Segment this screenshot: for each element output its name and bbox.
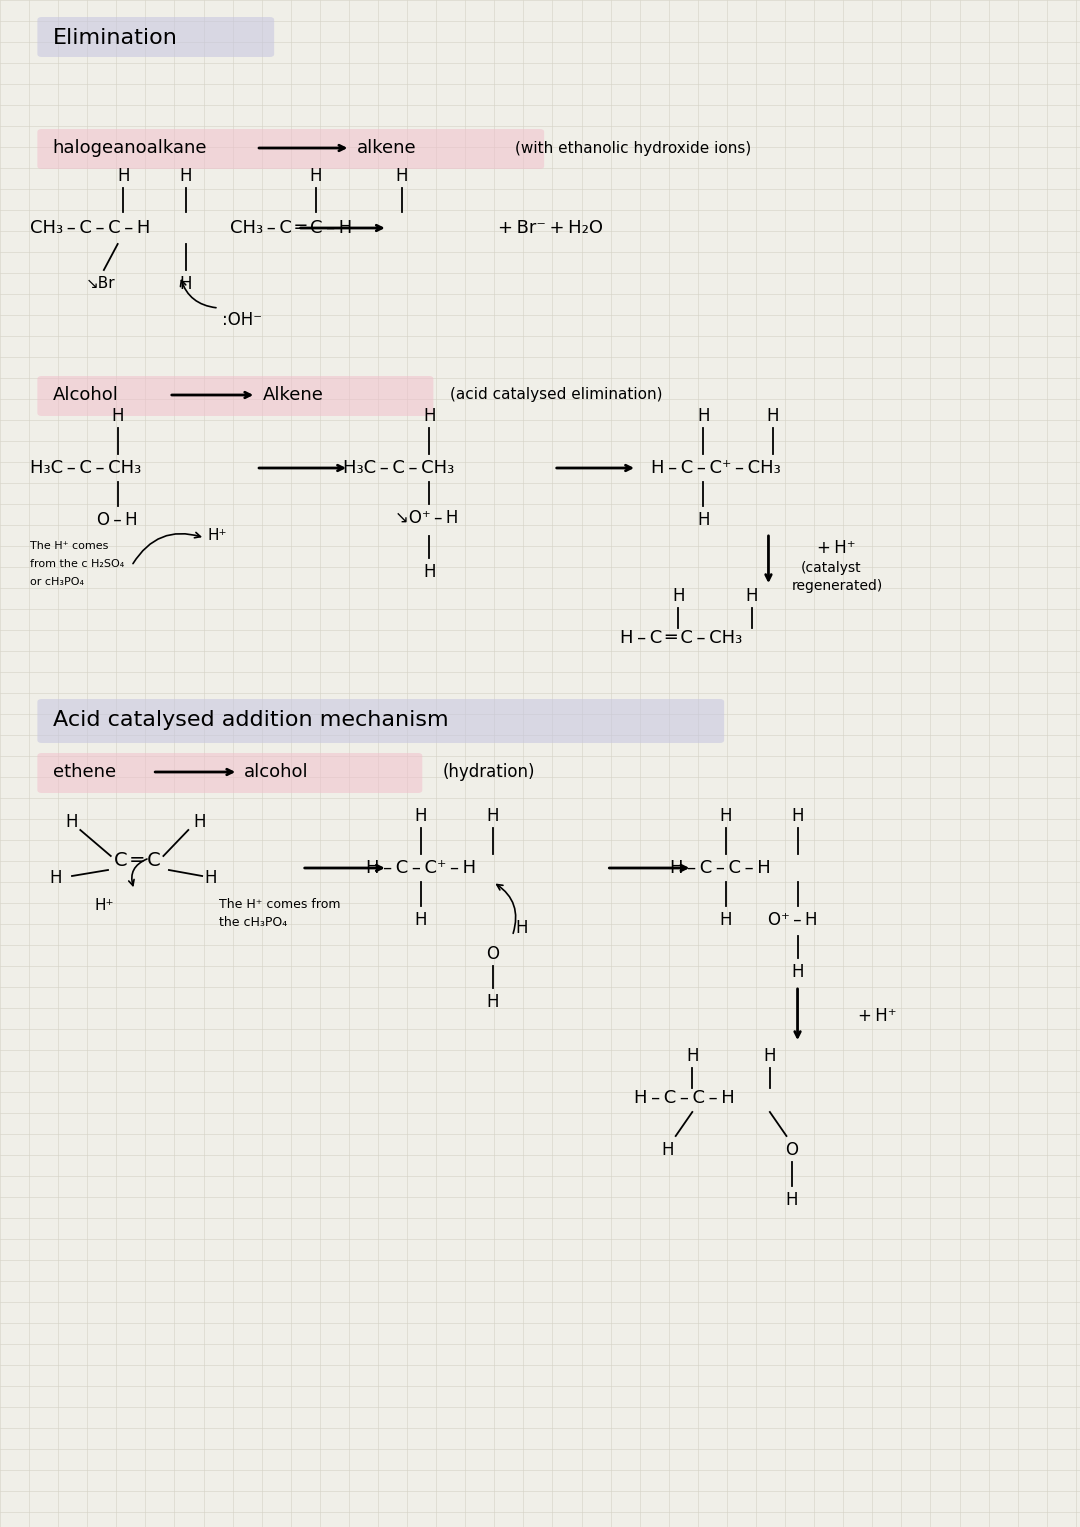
- Text: H: H: [487, 806, 499, 825]
- Text: H: H: [204, 869, 217, 887]
- FancyBboxPatch shape: [38, 128, 544, 169]
- Text: The H⁺ comes from: The H⁺ comes from: [219, 898, 340, 910]
- Text: ↘O⁺ – H: ↘O⁺ – H: [394, 508, 458, 527]
- Text: H: H: [423, 408, 435, 425]
- Text: + H⁺: + H⁺: [859, 1006, 897, 1025]
- Text: (with ethanolic hydroxide ions): (with ethanolic hydroxide ions): [515, 140, 752, 156]
- Text: H: H: [423, 563, 435, 580]
- Text: H: H: [395, 166, 408, 185]
- Text: C ═ C: C ═ C: [113, 851, 160, 869]
- Text: H – C – C⁺ – H: H – C – C⁺ – H: [365, 860, 475, 876]
- Text: + Br⁻ + H₂O: + Br⁻ + H₂O: [499, 218, 604, 237]
- Text: CH₃ – C – C – H: CH₃ – C – C – H: [30, 218, 151, 237]
- Text: The H⁺ comes: The H⁺ comes: [30, 541, 109, 551]
- Text: H – C ═ C – CH₃: H – C ═ C – CH₃: [620, 629, 743, 647]
- Text: H: H: [515, 919, 527, 938]
- Text: (hydration): (hydration): [443, 764, 536, 780]
- Text: H: H: [697, 408, 710, 425]
- Text: (catalyst: (catalyst: [800, 560, 861, 576]
- Text: H: H: [310, 166, 322, 185]
- Text: H: H: [672, 586, 685, 605]
- Text: ethene: ethene: [53, 764, 116, 780]
- FancyBboxPatch shape: [38, 753, 422, 793]
- Text: H: H: [179, 166, 192, 185]
- Text: O⁺ – H: O⁺ – H: [769, 912, 818, 928]
- Text: H: H: [117, 166, 130, 185]
- Text: alcohol: alcohol: [244, 764, 308, 780]
- FancyBboxPatch shape: [38, 17, 274, 56]
- Text: the cH₃PO₄: the cH₃PO₄: [219, 916, 287, 928]
- Text: H: H: [767, 408, 779, 425]
- Text: H: H: [661, 1141, 674, 1159]
- Text: H – C – C⁺ – CH₃: H – C – C⁺ – CH₃: [651, 460, 781, 476]
- Text: O – H: O – H: [97, 512, 138, 528]
- Text: ↘Br: ↘Br: [85, 276, 116, 292]
- Text: H: H: [786, 1191, 798, 1209]
- Text: H: H: [745, 586, 758, 605]
- Text: O: O: [785, 1141, 798, 1159]
- Text: H: H: [719, 806, 732, 825]
- Text: H⁺: H⁺: [94, 898, 113, 913]
- Text: H: H: [719, 912, 732, 928]
- Text: H₃C – C – CH₃: H₃C – C – CH₃: [30, 460, 141, 476]
- Text: H: H: [697, 512, 710, 528]
- Text: H: H: [111, 408, 124, 425]
- Text: or cH₃PO₄: or cH₃PO₄: [30, 577, 84, 586]
- Text: H: H: [415, 912, 428, 928]
- Text: from the c H₂SO₄: from the c H₂SO₄: [30, 559, 124, 570]
- Text: Acid catalysed addition mechanism: Acid catalysed addition mechanism: [53, 710, 448, 730]
- Text: H: H: [764, 1048, 777, 1064]
- Text: Alcohol: Alcohol: [53, 386, 119, 405]
- Text: :OH⁻: :OH⁻: [221, 312, 261, 328]
- Text: regenerated): regenerated): [792, 579, 883, 592]
- Text: H – C – C – H: H – C – C – H: [671, 860, 771, 876]
- Text: H: H: [49, 869, 62, 887]
- Text: H: H: [686, 1048, 699, 1064]
- Text: H: H: [66, 812, 78, 831]
- Text: H⁺: H⁺: [207, 528, 227, 544]
- Text: CH₃ – C ═ C – H: CH₃ – C ═ C – H: [230, 218, 352, 237]
- Text: H₃C – C – CH₃: H₃C – C – CH₃: [343, 460, 455, 476]
- Text: (acid catalysed elimination): (acid catalysed elimination): [450, 388, 662, 403]
- Text: Elimination: Elimination: [53, 27, 177, 47]
- Text: + H⁺: + H⁺: [816, 539, 855, 557]
- Text: H: H: [193, 812, 205, 831]
- Text: O: O: [486, 945, 499, 964]
- Text: H: H: [179, 275, 192, 293]
- Text: H: H: [415, 806, 428, 825]
- Text: alkene: alkene: [357, 139, 417, 157]
- Text: halogeanoalkane: halogeanoalkane: [53, 139, 207, 157]
- Text: H – C – C – H: H – C – C – H: [634, 1089, 734, 1107]
- Text: H: H: [792, 806, 804, 825]
- FancyBboxPatch shape: [38, 376, 433, 415]
- Text: H: H: [487, 993, 499, 1011]
- FancyBboxPatch shape: [38, 699, 725, 744]
- Text: H: H: [792, 964, 804, 980]
- Text: Alkene: Alkene: [264, 386, 324, 405]
